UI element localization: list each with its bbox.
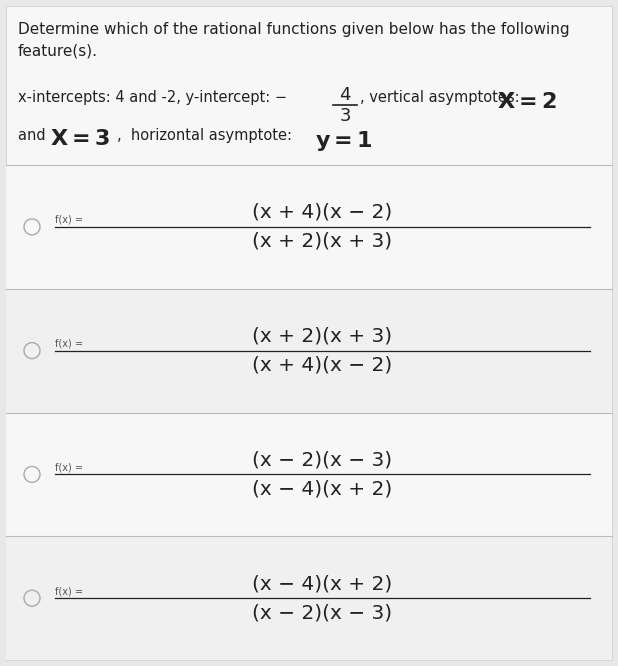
Text: f(x) =: f(x) =	[55, 586, 83, 596]
Text: 4: 4	[339, 86, 351, 104]
Text: (x − 4)(x + 2): (x − 4)(x + 2)	[252, 574, 392, 593]
Text: (x + 4)(x − 2): (x + 4)(x − 2)	[252, 203, 392, 222]
Text: Determine which of the rational functions given below has the following: Determine which of the rational function…	[18, 22, 570, 37]
FancyBboxPatch shape	[6, 412, 612, 536]
Text: f(x) =: f(x) =	[55, 462, 83, 472]
Text: $\bf{y = 1}$: $\bf{y = 1}$	[315, 129, 373, 153]
FancyBboxPatch shape	[6, 165, 612, 289]
Text: (x − 4)(x + 2): (x − 4)(x + 2)	[252, 480, 392, 498]
Text: x-intercepts: 4 and -2, y-intercept: −: x-intercepts: 4 and -2, y-intercept: −	[18, 90, 287, 105]
Text: (x − 2)(x − 3): (x − 2)(x − 3)	[252, 450, 392, 470]
Text: feature(s).: feature(s).	[18, 44, 98, 59]
Text: (x + 2)(x + 3): (x + 2)(x + 3)	[252, 326, 392, 346]
Text: $\bf{X = 3}$: $\bf{X = 3}$	[50, 129, 110, 149]
Text: (x + 2)(x + 3): (x + 2)(x + 3)	[252, 232, 392, 251]
FancyBboxPatch shape	[6, 289, 612, 412]
Text: , vertical asymptotes:: , vertical asymptotes:	[360, 90, 524, 105]
Text: (x − 2)(x − 3): (x − 2)(x − 3)	[252, 603, 392, 622]
FancyBboxPatch shape	[6, 6, 612, 660]
Text: f(x) =: f(x) =	[55, 338, 83, 348]
Text: (x + 4)(x − 2): (x + 4)(x − 2)	[252, 356, 392, 374]
FancyBboxPatch shape	[6, 536, 612, 660]
Text: f(x) =: f(x) =	[55, 215, 83, 225]
Text: $\bf{X = 2}$: $\bf{X = 2}$	[497, 92, 557, 112]
Text: 3: 3	[339, 107, 351, 125]
Text: ,  horizontal asymptote:: , horizontal asymptote:	[117, 128, 297, 143]
Text: and: and	[18, 128, 50, 143]
